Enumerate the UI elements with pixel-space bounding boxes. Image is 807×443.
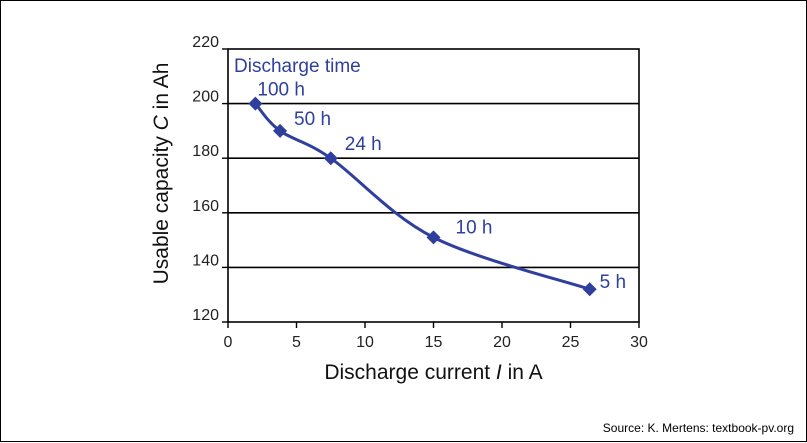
x-tick-label-15: 15 bbox=[425, 334, 443, 351]
x-tick-label-30: 30 bbox=[630, 334, 648, 351]
y-tick-label-120: 120 bbox=[192, 307, 219, 324]
y-tick-label-200: 200 bbox=[192, 89, 219, 106]
data-point-2 bbox=[323, 151, 338, 166]
x-tick-label-25: 25 bbox=[562, 334, 580, 351]
x-tick-label-0: 0 bbox=[224, 334, 233, 351]
series-line-0 bbox=[254, 102, 591, 291]
y-tick-label-160: 160 bbox=[192, 198, 219, 215]
x-axis-label: Discharge current I in A bbox=[324, 361, 542, 384]
data-point-1 bbox=[273, 123, 288, 138]
data-point-3 bbox=[426, 230, 441, 245]
x-tick-label-20: 20 bbox=[493, 334, 511, 351]
y-tick-label-180: 180 bbox=[192, 143, 219, 160]
x-tick-label-5: 5 bbox=[292, 334, 301, 351]
y-tick-label-140: 140 bbox=[192, 252, 219, 269]
data-label-1: 50 h bbox=[294, 109, 331, 130]
data-label-2: 24 h bbox=[345, 134, 382, 155]
data-label-0: 100 h bbox=[257, 80, 305, 101]
y-axis-label: Usable capacity C in Ah bbox=[150, 63, 173, 285]
x-tick-label-10: 10 bbox=[356, 334, 374, 351]
legend-title: Discharge time bbox=[234, 56, 361, 77]
data-point-4 bbox=[582, 282, 597, 297]
data-point-0 bbox=[248, 96, 263, 111]
y-tick-label-220: 220 bbox=[192, 34, 219, 51]
source-credit: Source: K. Mertens: textbook-pv.org bbox=[602, 421, 794, 435]
data-label-4: 5 h bbox=[600, 272, 626, 293]
data-label-3: 10 h bbox=[456, 217, 493, 238]
